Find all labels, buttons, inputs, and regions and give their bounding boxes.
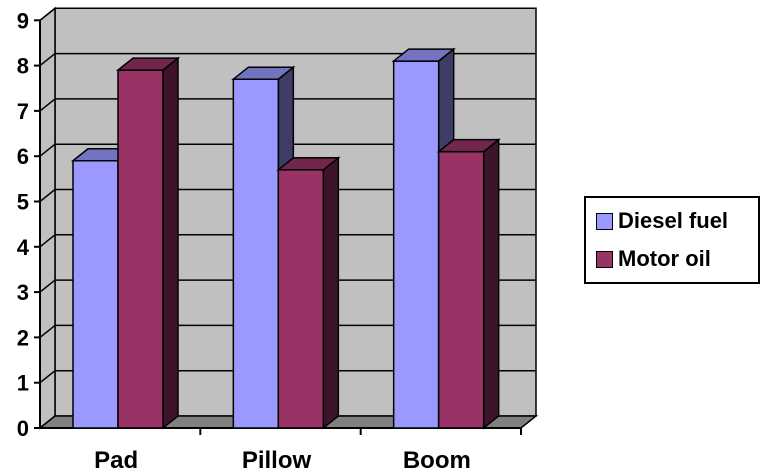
y-tick-label: 5 bbox=[17, 190, 29, 215]
bar-top bbox=[115, 57, 181, 71]
bar-front bbox=[277, 169, 325, 429]
x-category-label: Pillow bbox=[242, 447, 312, 474]
bar-front bbox=[117, 69, 164, 429]
bar-boom-motor-oil bbox=[436, 138, 501, 430]
gridline-side bbox=[39, 143, 56, 157]
x-category-label: Pad bbox=[94, 447, 138, 474]
gridline-side bbox=[39, 234, 56, 248]
gridline-side bbox=[39, 98, 56, 112]
bar-top bbox=[276, 157, 341, 171]
y-tick-label: 0 bbox=[17, 416, 29, 441]
y-tick-label: 7 bbox=[17, 99, 29, 124]
side-wall bbox=[39, 6, 56, 430]
y-tick-label: 6 bbox=[17, 144, 29, 169]
bar-front bbox=[232, 78, 280, 429]
bar-pillow-motor-oil bbox=[276, 156, 341, 430]
y-tick-label: 4 bbox=[17, 235, 30, 260]
legend-label-diesel-fuel: Diesel fuel bbox=[618, 208, 729, 233]
bar-pad-motor-oil bbox=[115, 56, 181, 430]
legend-swatch-motor-oil bbox=[596, 250, 613, 268]
y-tick-label: 3 bbox=[17, 280, 29, 305]
y-tick-label: 9 bbox=[17, 8, 29, 33]
bar-side bbox=[322, 156, 340, 430]
gridline-side bbox=[39, 7, 56, 21]
legend: Diesel fuel Motor oil bbox=[584, 196, 760, 284]
legend-item-diesel-fuel: Diesel fuel bbox=[596, 208, 728, 234]
bar-side bbox=[482, 138, 500, 430]
bar-top bbox=[436, 138, 501, 153]
legend-label-motor-oil: Motor oil bbox=[618, 246, 711, 271]
gridline-side bbox=[39, 279, 56, 293]
y-axis-tick-labels: 0 1 2 3 4 5 6 7 8 9 bbox=[17, 8, 30, 441]
gridline-side bbox=[39, 370, 56, 384]
y-tick-label: 2 bbox=[17, 325, 29, 350]
bar-top bbox=[231, 66, 296, 80]
bar-front bbox=[72, 159, 119, 429]
y-tick-label: 1 bbox=[17, 371, 29, 396]
legend-swatch-diesel-fuel bbox=[596, 212, 613, 230]
gridline-side bbox=[39, 188, 56, 203]
bars bbox=[70, 47, 501, 430]
y-tick-label: 8 bbox=[17, 54, 29, 79]
x-axis-category-labels: Pad Pillow Boom bbox=[94, 447, 471, 474]
bar-front bbox=[437, 150, 485, 429]
bar-side bbox=[162, 56, 179, 430]
x-category-label: Boom bbox=[403, 447, 471, 474]
gridline-side bbox=[39, 324, 56, 338]
bar-front bbox=[392, 60, 440, 429]
legend-item-motor-oil: Motor oil bbox=[596, 246, 711, 272]
gridline-side bbox=[39, 53, 56, 67]
bar-top bbox=[391, 48, 456, 62]
